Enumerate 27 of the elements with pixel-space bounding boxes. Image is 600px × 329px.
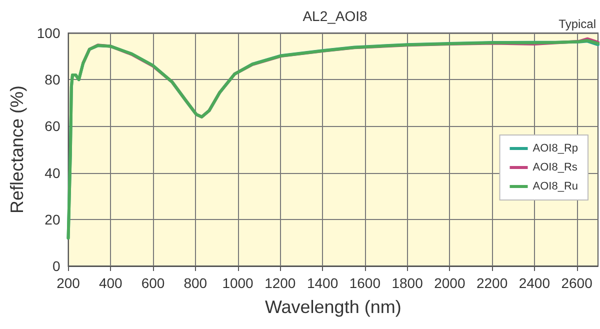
x-tick-label: 1400 (306, 275, 338, 291)
x-tick-label: 1600 (349, 275, 381, 291)
text: Typical (558, 17, 596, 31)
chart-title: AL2_AOI8 (302, 8, 368, 24)
x-tick-label: 200 (56, 275, 80, 291)
x-tick-label: 800 (184, 275, 208, 291)
line-series (66, 38, 600, 240)
x-tick-label: 2200 (476, 275, 508, 291)
y-tick-label: 80 (44, 72, 60, 88)
legend-label: AOI8_Ru (532, 180, 578, 192)
x-tick-label: 2400 (518, 275, 550, 291)
x-tick-label: 1800 (392, 275, 424, 291)
y-tick-label: 40 (44, 164, 60, 181)
x-tick-label: 1000 (222, 275, 254, 291)
legend-label: AOI8_Rp (532, 142, 578, 154)
y-tick-label: 100 (36, 25, 60, 41)
x-tick-label: 2000 (434, 275, 466, 291)
x-tick-label: 600 (141, 275, 165, 291)
x-tick-label: 1200 (264, 275, 296, 291)
y-tick-label: 0 (52, 258, 60, 274)
legend-label: AOI8_Rs (532, 162, 578, 174)
y-tick-label: 60 (44, 118, 60, 134)
y-axis-title: Reflectance (%) (7, 85, 27, 214)
x-tick-label: 400 (98, 275, 123, 291)
x-tick-label: 2600 (561, 275, 593, 291)
y-tick-label: 20 (44, 211, 60, 228)
x-axis-title: Wavelength (nm) (264, 297, 402, 317)
